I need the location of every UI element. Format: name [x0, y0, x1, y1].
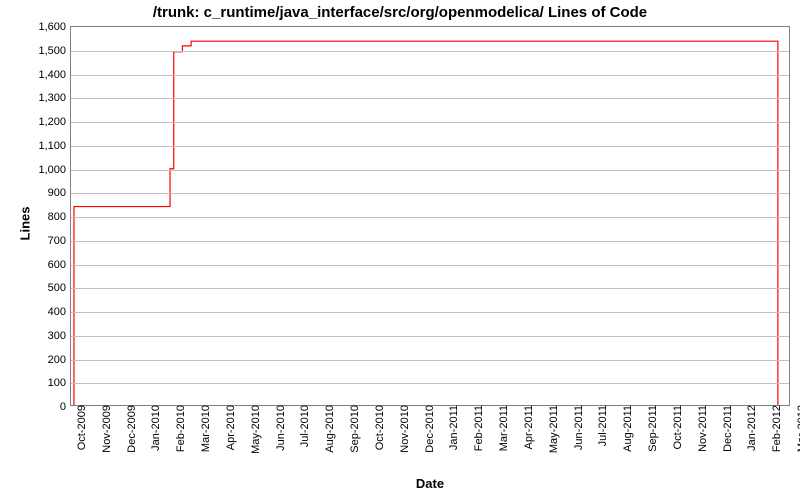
x-tick-label: Jul-2011 [592, 405, 609, 446]
grid-line [71, 383, 789, 384]
y-tick-label: 1,600 [38, 21, 71, 33]
x-tick-label: Mar-2012 [791, 405, 800, 452]
x-tick-label: Mar-2010 [195, 405, 212, 452]
y-tick-label: 1,000 [38, 164, 71, 176]
x-tick-label: Feb-2012 [766, 405, 783, 452]
x-tick-label: Jul-2010 [294, 405, 311, 447]
grid-line [71, 122, 789, 123]
x-tick-label: Sep-2011 [642, 405, 659, 452]
y-tick-label: 900 [48, 187, 71, 199]
x-tick-label: Apr-2011 [518, 405, 535, 449]
x-tick-label: Jan-2011 [443, 405, 460, 450]
data-line [71, 27, 789, 405]
x-tick-label: Dec-2011 [717, 405, 734, 452]
y-tick-label: 100 [48, 377, 71, 389]
x-tick-label: Dec-2010 [419, 405, 436, 453]
y-tick-label: 400 [48, 306, 71, 318]
x-tick-label: Feb-2011 [468, 405, 485, 451]
x-tick-label: Jun-2010 [270, 405, 287, 451]
y-axis-title: Lines [17, 207, 32, 241]
grid-line [71, 193, 789, 194]
x-tick-label: Dec-2009 [121, 405, 138, 453]
y-tick-label: 0 [60, 401, 71, 413]
y-tick-label: 700 [48, 235, 71, 247]
x-tick-label: May-2010 [245, 405, 262, 454]
grid-line [71, 51, 789, 52]
plot-area: 01002003004005006007008009001,0001,1001,… [70, 26, 790, 406]
y-tick-label: 1,400 [38, 69, 71, 81]
x-tick-label: Aug-2011 [617, 405, 634, 452]
series-line [74, 41, 778, 405]
grid-line [71, 217, 789, 218]
grid-line [71, 336, 789, 337]
chart-container: /trunk: c_runtime/java_interface/src/org… [0, 0, 800, 500]
x-tick-label: Mar-2011 [493, 405, 510, 451]
x-tick-label: Jan-2010 [145, 405, 162, 451]
y-tick-label: 1,300 [38, 92, 71, 104]
x-tick-label: Sep-2010 [344, 405, 361, 453]
grid-line [71, 312, 789, 313]
x-tick-label: Oct-2010 [369, 405, 386, 450]
x-tick-label: Feb-2010 [170, 405, 187, 452]
y-tick-label: 200 [48, 354, 71, 366]
y-tick-label: 300 [48, 330, 71, 342]
x-axis-title: Date [70, 476, 790, 491]
grid-line [71, 241, 789, 242]
grid-line [71, 265, 789, 266]
y-tick-label: 600 [48, 259, 71, 271]
y-tick-label: 1,500 [38, 45, 71, 57]
x-tick-label: Jan-2012 [741, 405, 758, 451]
y-tick-label: 1,200 [38, 116, 71, 128]
x-tick-label: May-2011 [543, 405, 560, 453]
grid-line [71, 75, 789, 76]
y-tick-label: 500 [48, 282, 71, 294]
y-tick-label: 800 [48, 211, 71, 223]
grid-line [71, 360, 789, 361]
grid-line [71, 146, 789, 147]
chart-title: /trunk: c_runtime/java_interface/src/org… [0, 4, 800, 21]
grid-line [71, 98, 789, 99]
x-tick-label: Oct-2009 [71, 405, 88, 450]
x-tick-label: Nov-2009 [96, 405, 113, 453]
grid-line [71, 170, 789, 171]
x-tick-label: Nov-2010 [394, 405, 411, 453]
x-tick-label: Jun-2011 [568, 405, 585, 450]
x-tick-label: Oct-2011 [667, 405, 684, 449]
x-tick-label: Apr-2010 [220, 405, 237, 450]
x-tick-label: Nov-2011 [692, 405, 709, 452]
x-tick-label: Aug-2010 [319, 405, 336, 453]
y-tick-label: 1,100 [38, 140, 71, 152]
grid-line [71, 288, 789, 289]
